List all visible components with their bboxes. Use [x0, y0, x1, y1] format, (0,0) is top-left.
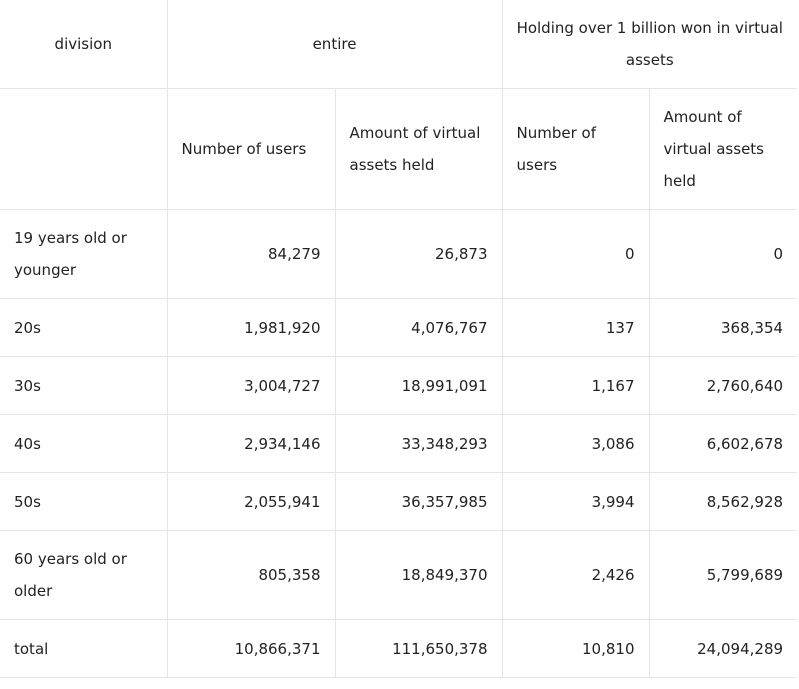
cell-users: 1,981,920 [166, 298, 336, 357]
cell-users-1b: 10,810 [501, 619, 650, 678]
table-row: 40s 2,934,146 33,348,293 3,086 6,602,678 [0, 414, 798, 473]
cell-amount: 36,357,985 [334, 472, 503, 531]
cell-amount: 111,650,378 [334, 619, 503, 678]
cell-amount: 18,991,091 [334, 356, 503, 415]
cell-amount: 33,348,293 [334, 414, 503, 473]
cell-users: 2,934,146 [166, 414, 336, 473]
table-row: 60 years old or older 805,358 18,849,370… [0, 530, 798, 620]
cell-amount-1b: 5,799,689 [648, 530, 798, 620]
header-over-billion: Holding over 1 billion won in virtual as… [501, 0, 798, 89]
header-users-1b: Number of users [501, 88, 650, 210]
table-row: 19 years old or younger 84,279 26,873 0 … [0, 209, 798, 299]
cell-amount: 26,873 [334, 209, 503, 299]
row-label: 50s [0, 472, 168, 531]
header-users: Number of users [166, 88, 336, 210]
table-row: 20s 1,981,920 4,076,767 137 368,354 [0, 298, 798, 357]
row-label: 60 years old or older [0, 530, 168, 620]
header-row-1: division entire Holding over 1 billion w… [0, 0, 798, 89]
row-label: 30s [0, 356, 168, 415]
table-row-total: total 10,866,371 111,650,378 10,810 24,0… [0, 619, 798, 678]
cell-amount-1b: 6,602,678 [648, 414, 798, 473]
cell-users-1b: 0 [501, 209, 650, 299]
cell-users-1b: 2,426 [501, 530, 650, 620]
header-empty-cell [0, 88, 168, 210]
cell-users: 805,358 [166, 530, 336, 620]
row-label: 40s [0, 414, 168, 473]
cell-amount: 18,849,370 [334, 530, 503, 620]
header-amount: Amount of virtual assets held [334, 88, 503, 210]
header-row-2: Number of users Amount of virtual assets… [0, 88, 798, 210]
table-row: 30s 3,004,727 18,991,091 1,167 2,760,640 [0, 356, 798, 415]
cell-users-1b: 3,994 [501, 472, 650, 531]
cell-users-1b: 3,086 [501, 414, 650, 473]
cell-amount-1b: 368,354 [648, 298, 798, 357]
cell-amount-1b: 24,094,289 [648, 619, 798, 678]
row-label: 19 years old or younger [0, 209, 168, 299]
table-row: 50s 2,055,941 36,357,985 3,994 8,562,928 [0, 472, 798, 531]
cell-amount-1b: 8,562,928 [648, 472, 798, 531]
header-division: division [0, 0, 168, 89]
cell-users: 84,279 [166, 209, 336, 299]
row-label: total [0, 619, 168, 678]
cell-users-1b: 1,167 [501, 356, 650, 415]
cell-amount: 4,076,767 [334, 298, 503, 357]
cell-users: 10,866,371 [166, 619, 336, 678]
header-entire: entire [166, 0, 503, 89]
cell-amount-1b: 0 [648, 209, 798, 299]
header-amount-1b: Amount of virtual assets held [648, 88, 798, 210]
row-label: 20s [0, 298, 168, 357]
cell-amount-1b: 2,760,640 [648, 356, 798, 415]
cell-users: 3,004,727 [166, 356, 336, 415]
cell-users-1b: 137 [501, 298, 650, 357]
cell-users: 2,055,941 [166, 472, 336, 531]
